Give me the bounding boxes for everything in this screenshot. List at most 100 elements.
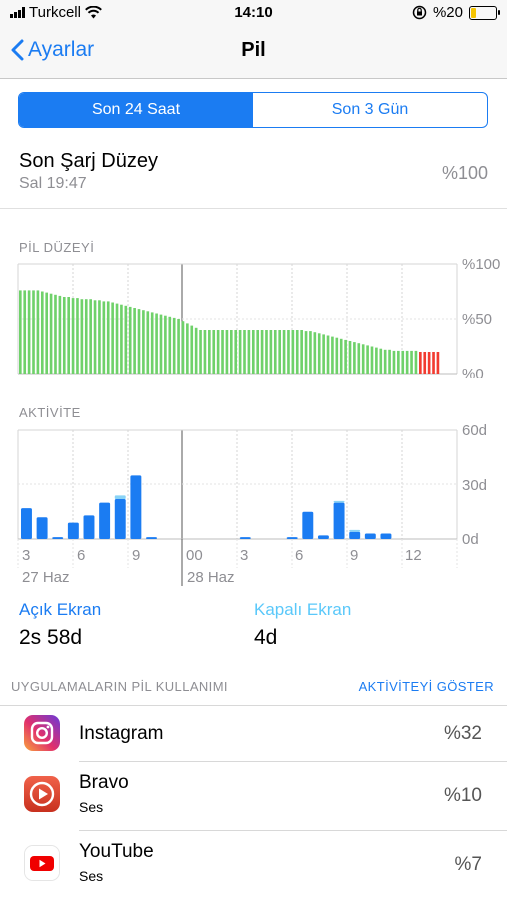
last-charge-info: Son Şarj Düzey Sal 19:47	[19, 150, 158, 193]
app-name: Bravo	[79, 772, 129, 793]
app-name: Instagram	[79, 723, 164, 744]
page-title: Pil	[241, 39, 266, 61]
app-subtitle: Ses	[79, 799, 104, 815]
x-tick-label: 3	[22, 547, 30, 564]
battery-level-bar	[291, 330, 295, 374]
battery-level-bar	[304, 331, 308, 374]
app-name: YouTube	[79, 841, 154, 862]
row-divider	[79, 761, 507, 762]
battery-level-bar	[159, 314, 163, 374]
battery-level-bar	[199, 330, 202, 374]
battery-level-bar	[322, 334, 325, 374]
battery-level-bar	[89, 299, 92, 374]
battery-level-bar	[58, 295, 62, 374]
battery-level-bar	[256, 330, 260, 374]
battery-level-bar	[230, 330, 233, 374]
divider	[0, 705, 507, 706]
battery-level-bar	[80, 299, 84, 374]
app-row-bravo[interactable]: Bravo Ses %10	[0, 762, 507, 831]
navigation-bar: Ayarlar Pil	[0, 26, 507, 79]
battery-level-bar	[155, 313, 158, 374]
app-row-youtube[interactable]: YouTube Ses %7	[0, 831, 507, 900]
battery-level-bar	[216, 330, 220, 374]
battery-level-bar	[348, 341, 352, 374]
battery-level-bar	[419, 352, 422, 374]
activity-screen-on-bar	[364, 533, 376, 539]
battery-level-bar	[344, 339, 347, 374]
app-percent: %10	[443, 785, 482, 806]
activity-screen-on-bar	[83, 515, 95, 539]
activity-chart: 60d 30d 0d 3 6 9 00 3 6 9 12 27 Haz 28 Haz	[17, 423, 487, 586]
battery-level-bar	[212, 330, 216, 374]
activity-screen-off-bar	[349, 529, 361, 532]
battery-level-bar	[339, 338, 343, 374]
app-percent: %32	[443, 723, 482, 744]
segment-last-24-hours[interactable]: Son 24 Saat	[19, 93, 253, 127]
battery-level-bar	[40, 291, 44, 374]
battery-level-bar	[269, 330, 273, 374]
screen-on-label: Açık Ekran	[19, 600, 102, 619]
app-row-instagram[interactable]: Instagram %32	[0, 706, 507, 762]
battery-level-bar	[410, 350, 413, 374]
battery-level-bar	[251, 330, 255, 374]
battery-level-bar	[164, 315, 167, 374]
carrier-name: Turkcell	[29, 4, 81, 21]
battery-level-bar	[27, 290, 31, 374]
battery-level-bar	[423, 352, 427, 374]
activity-screen-on-bar	[21, 508, 32, 539]
x-tick-label: 12	[405, 547, 422, 564]
battery-ytick-100: %100	[462, 258, 500, 273]
activity-ytick-60: 60d	[462, 423, 487, 439]
battery-level-bar	[392, 350, 396, 374]
back-button[interactable]: Ayarlar	[10, 38, 94, 62]
battery-level-bar	[397, 350, 400, 374]
battery-level-bar	[54, 294, 57, 374]
battery-level-bar	[313, 332, 317, 374]
battery-level-bar	[98, 300, 101, 374]
battery-level-bar	[177, 319, 180, 374]
x-tick-label: 6	[295, 547, 303, 564]
battery-level-bar	[186, 323, 189, 374]
screen-off-value: 4d	[254, 626, 278, 649]
app-usage-header: UYGULAMALARIN PİL KULLANIMI	[11, 679, 228, 694]
battery-level-bar	[221, 330, 224, 374]
activity-screen-on-bar	[349, 531, 361, 539]
status-right: %20	[412, 4, 500, 21]
battery-ytick-0: %0	[462, 366, 484, 378]
battery-level-bar	[71, 298, 75, 374]
battery-level-bar	[124, 305, 128, 374]
activity-screen-on-bar	[99, 502, 111, 539]
battery-level-bar	[309, 331, 312, 374]
battery-level-bar	[335, 337, 339, 374]
bravo-icon	[24, 776, 60, 812]
battery-level-bar	[225, 330, 229, 374]
status-bar: Turkcell 14:10 %20	[0, 0, 507, 26]
battery-level-bar	[45, 292, 49, 374]
activity-screen-on-bar	[67, 522, 79, 539]
battery-level-bar	[379, 348, 383, 374]
chevron-left-icon	[11, 39, 24, 61]
last-charge-value: %100	[441, 163, 488, 183]
battery-percent: %20	[432, 4, 463, 21]
divider	[0, 208, 507, 209]
battery-level-bar	[62, 297, 66, 374]
battery-level-bar	[128, 306, 132, 374]
battery-level-bar	[102, 301, 106, 374]
battery-level-bar	[317, 333, 321, 374]
battery-level-bar	[36, 290, 40, 374]
battery-level-chart: %100 %50 %0	[17, 258, 500, 378]
battery-level-bar	[67, 297, 70, 374]
segment-last-3-days[interactable]: Son 3 Gün	[331, 101, 409, 118]
battery-ytick-50: %50	[462, 311, 492, 328]
battery-level-bar	[405, 350, 409, 374]
battery-level-bar	[172, 317, 176, 374]
x-tick-label: 9	[350, 547, 358, 564]
battery-level-bar	[146, 311, 150, 374]
activity-label: AKTİVİTE	[19, 405, 81, 420]
battery-level-bar	[208, 330, 211, 374]
battery-level-bar	[93, 300, 97, 374]
activity-screen-on-bar	[130, 475, 142, 539]
battery-level-bar	[106, 301, 110, 374]
show-activity-button[interactable]: AKTİVİTEYİ GÖSTER	[358, 679, 494, 694]
battery-level-bar	[247, 330, 251, 374]
